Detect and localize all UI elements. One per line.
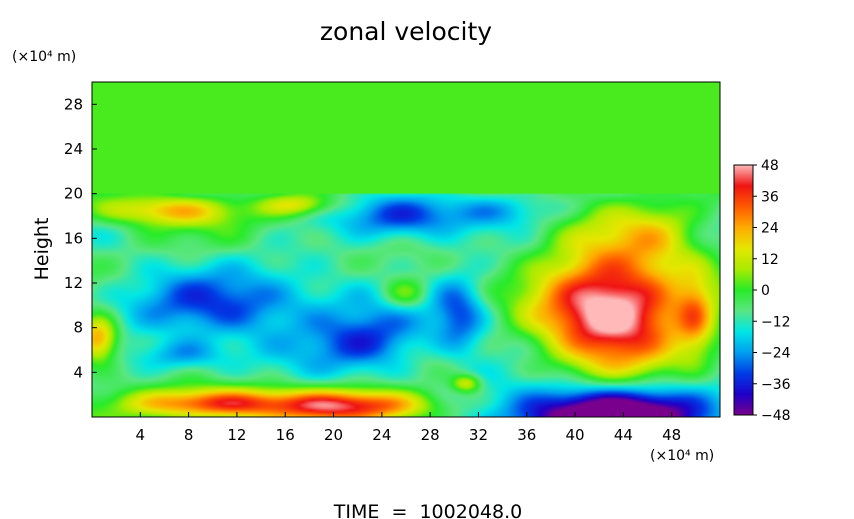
x-tick-label: 24: [372, 426, 391, 444]
colorbar-tick-label: −36: [761, 377, 791, 393]
colorbar-gradient: [734, 165, 753, 415]
colorbar-tick-label: 36: [761, 189, 779, 205]
x-tick-label: 40: [566, 426, 585, 444]
chart-title: zonal velocity: [320, 17, 492, 46]
x-tick-label: 48: [662, 426, 681, 444]
plot-frame: [91, 81, 721, 418]
x-tick-label: 44: [614, 426, 633, 444]
colorbar-tick-label: −48: [761, 408, 791, 424]
x-tick-label: 36: [517, 426, 536, 444]
y-tick-label: 4: [73, 363, 83, 381]
x-unit-label: (×10⁴ m): [650, 448, 714, 464]
x-axis-ticks: 4 8 12 16 20 24 28 32 36 40 44 48: [136, 412, 681, 444]
y-axis-ticks: 4 8 12 16 20 24 28: [64, 95, 97, 381]
y-tick-label: 24: [64, 140, 83, 158]
heatmap-field: [92, 82, 720, 417]
x-tick-label: 4: [136, 426, 146, 444]
y-tick-label: 20: [64, 185, 83, 203]
colorbar-tick-label: 0: [761, 283, 770, 299]
colorbar-tick-label: 24: [761, 221, 779, 237]
colorbar-tick-label: −12: [761, 314, 791, 330]
y-tick-label: 16: [64, 229, 83, 247]
colorbar-tick-label: 48: [761, 158, 779, 174]
colorbar: 48 36 24 12 0 −12 −24 −36 −48: [733, 158, 791, 424]
y-axis-label: Height: [31, 218, 53, 281]
colorbar-tick-label: 12: [761, 252, 779, 268]
y-tick-label: 12: [64, 274, 83, 292]
y-tick-label: 8: [73, 319, 83, 337]
y-unit-label: (×10⁴ m): [12, 49, 76, 65]
x-tick-label: 16: [276, 426, 295, 444]
x-tick-label: 12: [227, 426, 246, 444]
x-tick-label: 8: [184, 426, 194, 444]
x-tick-label: 32: [469, 426, 488, 444]
x-tick-label: 28: [421, 426, 440, 444]
x-tick-label: 20: [324, 426, 343, 444]
time-footer: TIME = 1002048.0: [333, 501, 522, 519]
plot-area: [91, 81, 721, 418]
y-tick-label: 28: [64, 95, 83, 113]
colorbar-tick-label: −24: [761, 346, 791, 362]
colorbar-ticks: 48 36 24 12 0 −12 −24 −36 −48: [753, 158, 791, 424]
